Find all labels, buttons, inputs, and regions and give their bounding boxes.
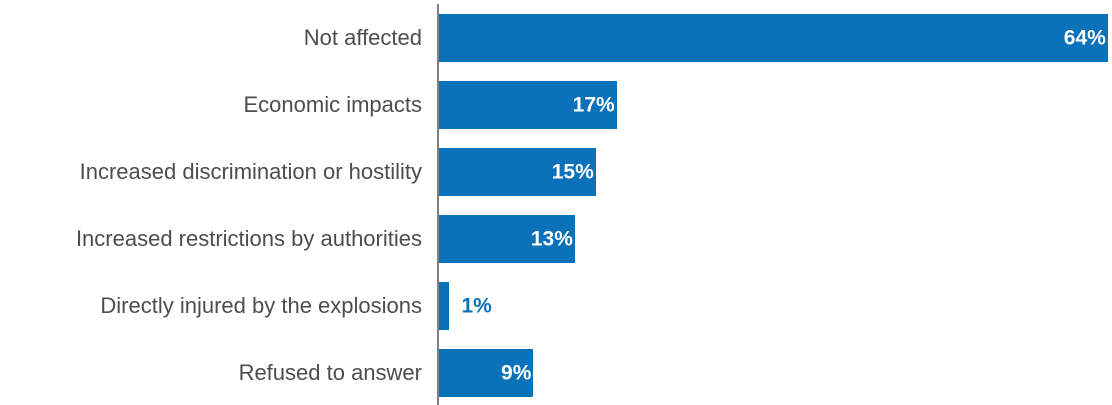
bar [439, 282, 450, 330]
value-label: 64% [1063, 26, 1106, 50]
bar [439, 14, 1108, 62]
category-axis-line [437, 4, 439, 405]
bar [439, 215, 575, 263]
category-label: Refused to answer [238, 360, 422, 385]
bar [439, 81, 617, 129]
bar [439, 349, 534, 397]
value-label: 15% [551, 160, 594, 184]
value-label: 1% [461, 294, 492, 318]
value-label: 13% [530, 227, 573, 251]
category-label: Economic impacts [243, 92, 422, 117]
category-label: Increased restrictions by authorities [75, 226, 422, 251]
category-label: Not affected [303, 25, 422, 50]
bar [439, 148, 596, 196]
value-label: 9% [501, 361, 532, 385]
category-label: Directly injured by the explosions [100, 293, 422, 318]
category-label: Increased discrimination or hostility [79, 159, 422, 184]
value-label: 17% [572, 93, 615, 117]
